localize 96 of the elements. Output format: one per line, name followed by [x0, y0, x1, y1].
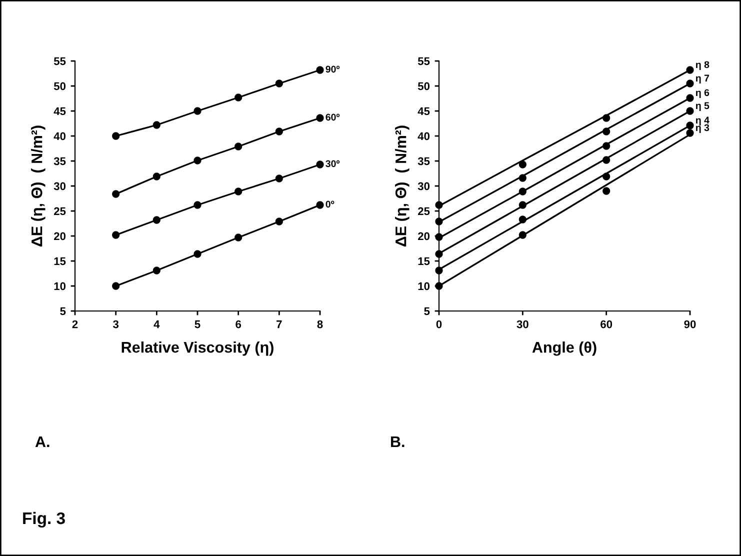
- series-label: 30º: [326, 160, 340, 168]
- y-axis-title: ΔE (η, Θ) ( N/m²): [31, 126, 46, 246]
- x-tick-label: 2: [72, 320, 78, 328]
- point: [686, 107, 694, 115]
- y-tick-label: 15: [418, 257, 430, 266]
- y-tick-label: 20: [418, 232, 430, 240]
- point: [152, 121, 160, 129]
- point: [234, 234, 242, 242]
- point: [518, 216, 526, 224]
- point: [686, 129, 694, 137]
- y-tick-label: 45: [54, 107, 66, 116]
- x-tick-label: 7: [276, 320, 282, 328]
- y-tick-label: 55: [54, 57, 66, 66]
- x-axis-title: Relative Viscosity (η): [122, 341, 274, 356]
- point: [275, 128, 283, 136]
- point: [435, 266, 443, 274]
- point: [435, 250, 443, 258]
- series-label: η 7: [696, 74, 710, 84]
- point: [275, 218, 283, 226]
- point: [194, 156, 202, 164]
- point: [602, 114, 610, 122]
- point: [152, 266, 160, 274]
- y-tick-label: 5: [60, 307, 66, 316]
- point: [602, 187, 610, 195]
- x-tick-label: 0: [436, 320, 442, 328]
- point: [194, 201, 202, 209]
- y-tick-label: 10: [54, 282, 66, 290]
- point: [518, 201, 526, 209]
- point: [152, 172, 160, 180]
- point: [602, 156, 610, 164]
- x-tick-label: 4: [154, 320, 160, 328]
- series-label: 90º: [326, 66, 340, 73]
- y-tick-label: 45: [418, 107, 430, 116]
- point: [518, 174, 526, 182]
- y-tick-label: 35: [54, 157, 66, 166]
- point: [686, 80, 694, 88]
- series-label: η 5: [696, 102, 710, 111]
- point: [194, 250, 202, 258]
- text: A.: [35, 436, 50, 447]
- x-tick-label: 30: [516, 320, 528, 328]
- y-tick-label: 25: [418, 207, 430, 216]
- point: [518, 160, 526, 168]
- point: [518, 231, 526, 239]
- y-tick-label: 30: [54, 182, 66, 190]
- y-tick-label: 5: [424, 307, 430, 316]
- point: [602, 142, 610, 150]
- series-label: η 3: [696, 124, 710, 133]
- point: [275, 174, 283, 182]
- point: [316, 114, 324, 122]
- series-label: η 6: [696, 89, 710, 98]
- point: [275, 80, 283, 88]
- point: [316, 201, 324, 209]
- point: [686, 66, 694, 74]
- point: [234, 142, 242, 150]
- x-tick-label: 3: [113, 320, 119, 328]
- x-tick-label: 5: [194, 320, 200, 328]
- y-tick-label: 15: [54, 257, 66, 266]
- x-axis-title: Angle (θ): [532, 341, 596, 356]
- y-tick-label: 20: [54, 232, 66, 240]
- point: [435, 201, 443, 209]
- point: [234, 188, 242, 196]
- y-tick-label: 55: [418, 57, 430, 66]
- point: [316, 66, 324, 74]
- y-tick-label: 40: [418, 132, 430, 140]
- point: [112, 282, 120, 290]
- point: [686, 94, 694, 102]
- y-tick-label: 50: [54, 82, 66, 90]
- point: [234, 94, 242, 102]
- x-tick-label: 90: [684, 320, 696, 328]
- y-tick-label: 25: [54, 207, 66, 216]
- series-label: η 8: [696, 61, 710, 70]
- point: [686, 122, 694, 130]
- x-tick-label: 8: [317, 320, 323, 328]
- y-tick-label: 35: [418, 157, 430, 166]
- point: [316, 160, 324, 168]
- y-tick-label: 10: [418, 282, 430, 290]
- x-tick-label: 6: [236, 320, 242, 328]
- caption: Fig. 3: [23, 512, 65, 528]
- y-tick-label: 30: [418, 182, 430, 190]
- point: [112, 231, 120, 239]
- y-tick-label: 40: [54, 132, 66, 140]
- y-tick-label: 50: [418, 82, 430, 90]
- text: B.: [391, 436, 404, 447]
- series-label: 0º: [326, 200, 334, 208]
- y-axis-title: ΔE (η, Θ) ( N/m²): [395, 126, 410, 246]
- point: [602, 128, 610, 136]
- point: [152, 216, 160, 224]
- series-label: η 4: [696, 116, 710, 126]
- series-label: 60º: [326, 114, 340, 121]
- point: [435, 218, 443, 226]
- point: [194, 107, 202, 115]
- point: [112, 132, 120, 140]
- point: [518, 188, 526, 196]
- point: [602, 172, 610, 180]
- x-tick-label: 60: [600, 320, 612, 328]
- point: [112, 190, 120, 198]
